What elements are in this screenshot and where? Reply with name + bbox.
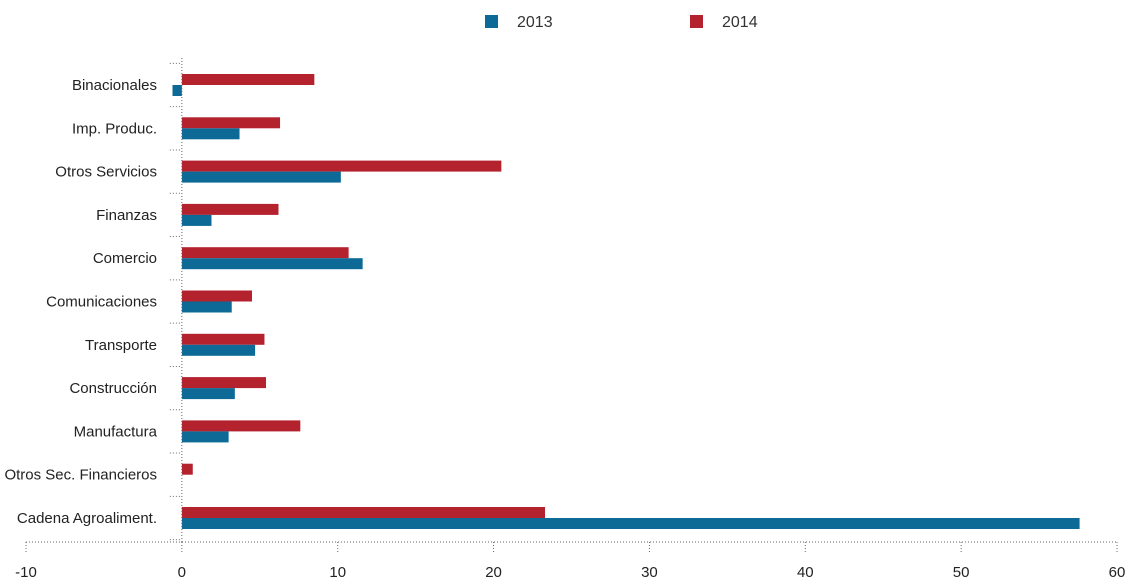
bar-2013-cadena-agroaliment xyxy=(181,518,1080,529)
x-tick-label-30: 30 xyxy=(641,564,658,581)
x-tick-label-10: -10 xyxy=(15,564,37,581)
legend-label-2013: 2013 xyxy=(517,14,553,31)
x-tick-label-50: 50 xyxy=(953,564,970,581)
category-label-construccion: Construcción xyxy=(69,380,157,397)
legend-label-2014: 2014 xyxy=(722,14,758,31)
x-tick-label-20: 20 xyxy=(485,564,502,581)
bar-2013-transporte xyxy=(181,344,256,356)
category-labels: Binacionales Imp. Produc. Otros Servicios F… xyxy=(4,77,157,527)
bar-2013-binacionales xyxy=(172,85,182,96)
bar-2014-otros-sec-financieros xyxy=(181,463,193,475)
bar-2013-comunicaciones xyxy=(181,301,232,313)
bar-2014-comercio xyxy=(181,247,349,259)
bar-2013-comercio xyxy=(181,258,363,270)
bar-2013-finanzas xyxy=(181,214,212,226)
category-label-transporte: Transporte xyxy=(85,337,157,354)
bar-2014-manufactura xyxy=(181,420,301,432)
category-label-comercio: Comercio xyxy=(93,250,157,267)
category-label-manufactura: Manufactura xyxy=(74,423,158,440)
x-tick-label-60: 60 xyxy=(1109,564,1126,581)
category-label-finanzas: Finanzas xyxy=(96,207,157,224)
bar-2014-binacionales xyxy=(181,74,315,85)
bar-2014-imp-produc xyxy=(181,117,281,129)
legend: 2013 2014 xyxy=(485,14,758,31)
bar-2013-otros-servicios xyxy=(181,171,341,183)
bar-2013-imp-produc xyxy=(181,128,240,140)
category-label-otros-sec-financieros: Otros Sec. Financieros xyxy=(4,467,157,484)
bar-2013-manufactura xyxy=(181,431,229,443)
bar-2014-otros-servicios xyxy=(181,160,502,172)
category-label-binacionales: Binacionales xyxy=(72,77,157,94)
bars xyxy=(172,74,1080,529)
axes: -10 0 10 20 30 40 50 60 xyxy=(15,58,1125,581)
category-label-imp-produc: Imp. Produc. xyxy=(72,120,157,137)
x-tick-label-10: 10 xyxy=(329,564,346,581)
bar-2013-construccion xyxy=(181,388,235,400)
legend-swatch-2013 xyxy=(485,15,498,28)
bar-2014-construccion xyxy=(181,377,267,389)
category-label-comunicaciones: Comunicaciones xyxy=(46,294,157,311)
bar-2014-finanzas xyxy=(181,203,279,215)
bar-2014-comunicaciones xyxy=(181,290,252,302)
bar-2014-cadena-agroaliment xyxy=(181,507,546,518)
x-tick-label-0: 0 xyxy=(178,564,186,581)
category-label-otros-servicios: Otros Servicios xyxy=(55,164,157,181)
bar-2014-transporte xyxy=(181,333,265,345)
x-tick-label-40: 40 xyxy=(797,564,814,581)
category-label-cadena-agroaliment: Cadena Agroaliment. xyxy=(17,510,157,527)
legend-swatch-2014 xyxy=(690,15,703,28)
